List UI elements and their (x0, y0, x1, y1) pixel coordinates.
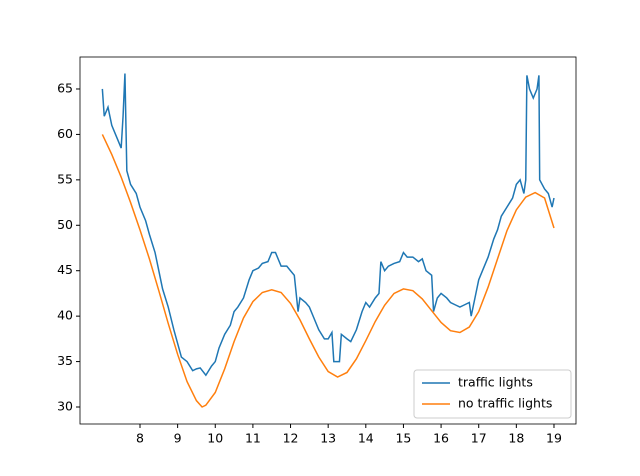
x-tick-label: 12 (283, 431, 299, 446)
y-tick-label: 30 (57, 399, 73, 414)
y-tick-label: 35 (57, 353, 73, 368)
x-tick-label: 13 (320, 431, 336, 446)
legend-box (413, 369, 572, 419)
y-tick-label: 40 (57, 308, 73, 323)
x-tick-label: 19 (546, 431, 562, 446)
x-tick-label: 15 (395, 431, 411, 446)
series-line (101, 134, 555, 408)
y-tick-label: 45 (57, 262, 73, 277)
series-line (101, 73, 555, 377)
y-tick-label: 50 (57, 217, 73, 232)
x-tick-label: 9 (174, 431, 182, 446)
x-tick-label: 10 (207, 431, 223, 446)
axes-frame (79, 56, 577, 425)
x-tick-label: 14 (358, 431, 374, 446)
x-tick-label: 11 (245, 431, 261, 446)
y-tick-label: 55 (57, 171, 73, 186)
legend-label: no traffic lights (458, 396, 552, 411)
y-tick-label: 65 (57, 80, 73, 95)
y-tick-label: 60 (57, 126, 73, 141)
legend-label: traffic lights (458, 375, 533, 390)
x-tick-label: 8 (136, 431, 144, 446)
x-tick-label: 17 (471, 431, 487, 446)
x-tick-label: 16 (433, 431, 449, 446)
x-tick-label: 18 (508, 431, 524, 446)
